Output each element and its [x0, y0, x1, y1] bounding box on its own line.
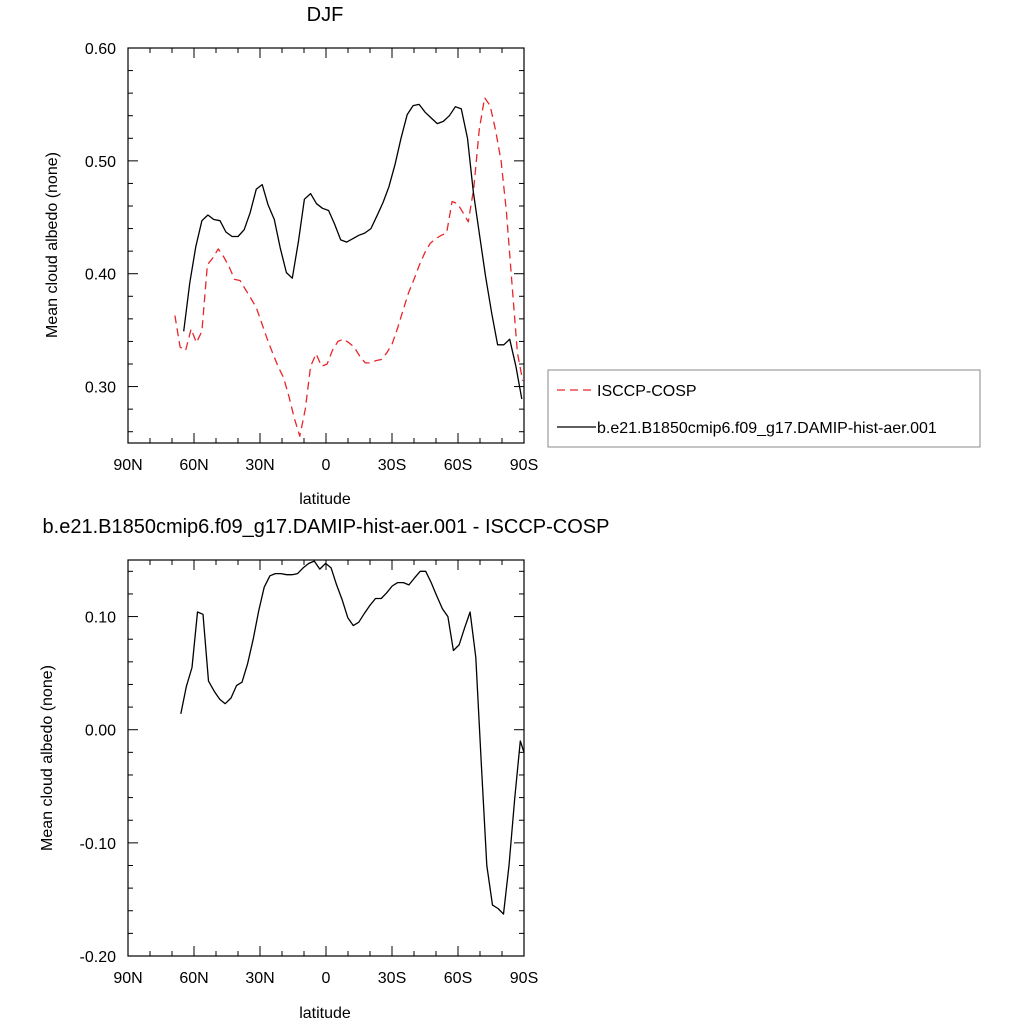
top-chart-x-tick-label-90n: 90N	[113, 457, 142, 474]
top-chart-y-tick-label-0-60: 0.60	[85, 41, 116, 58]
bottom-chart-title: b.e21.B1850cmip6.f09_g17.DAMIP-hist-aer.…	[43, 516, 610, 538]
bottom-chart-series-line-0	[180, 560, 525, 915]
top-chart-y-tick-label-0-50: 0.50	[85, 154, 116, 171]
bottom-chart-plot-area: 90N 60N 30N 0 30S 60S 90S -0.20 -0.10 0.00 0.10	[80, 559, 538, 987]
top-chart-x-tick-label-30n: 30N	[245, 457, 274, 474]
top-chart-x-axis-label: latitude	[299, 491, 351, 508]
bottom-chart-y-tick-label-0-10: -0.10	[80, 836, 117, 853]
top-chart-x-tick-label-90s: 90S	[510, 457, 538, 474]
top-chart-plot-area: 90N 60N 30N 0 30S 60S 90S 0.30 0.40 0.50 0.60	[85, 41, 538, 474]
bottom-chart-y-axis-label: Mean cloud albedo (none)	[39, 665, 56, 851]
top-chart-legend: ISCCP-COSP b.e21.B1850cmip6.f09_g17.DAMI…	[547, 369, 981, 448]
top-chart-x-tick-label-0: 0	[322, 457, 331, 474]
bottom-chart-x-tick-label-0: 0	[322, 970, 331, 987]
bottom-chart-x-axis-label: latitude	[299, 1005, 351, 1022]
top-chart-y-tick-label-0-30: 0.30	[85, 380, 116, 397]
legend-label-isccp-cosp: ISCCP-COSP	[597, 383, 697, 400]
top-chart-y-tick-label-0-40: 0.40	[85, 267, 116, 284]
top-chart-y-axis-label: Mean cloud albedo (none)	[44, 152, 61, 338]
bottom-chart-x-tick-label-90s: 90S	[510, 970, 538, 987]
legend-label-model: b.e21.B1850cmip6.f09_g17.DAMIP-hist-aer.…	[597, 420, 937, 437]
bottom-chart-x-tick-label-90n: 90N	[113, 970, 142, 987]
bottom-chart-y-tick-label-0-20: -0.20	[80, 949, 117, 966]
top-chart-x-tick-label-30s: 30S	[378, 457, 406, 474]
bottom-chart-x-tick-label-60s: 60S	[444, 970, 472, 987]
bottom-chart-y-tick-label-0-10: 0.10	[85, 610, 116, 627]
bottom-chart-y-tick-label-0-00: 0.00	[85, 723, 116, 740]
legend-frame	[547, 369, 981, 448]
top-chart-x-tick-label-60n: 60N	[179, 457, 208, 474]
bottom-chart-frame	[127, 559, 525, 957]
top-chart-frame	[127, 47, 525, 444]
bottom-chart-x-tick-label-30s: 30S	[378, 970, 406, 987]
bottom-chart-x-tick-label-30n: 30N	[245, 970, 274, 987]
bottom-chart-x-tick-label-60n: 60N	[179, 970, 208, 987]
top-chart-series-line-b-e21-b1850cmip6-f09-g17-damip-hist-aer-001	[183, 103, 523, 400]
top-chart-title: DJF	[307, 4, 344, 26]
top-chart-series-line-isccp-cosp	[174, 97, 524, 437]
top-chart-x-tick-label-60s: 60S	[444, 457, 472, 474]
